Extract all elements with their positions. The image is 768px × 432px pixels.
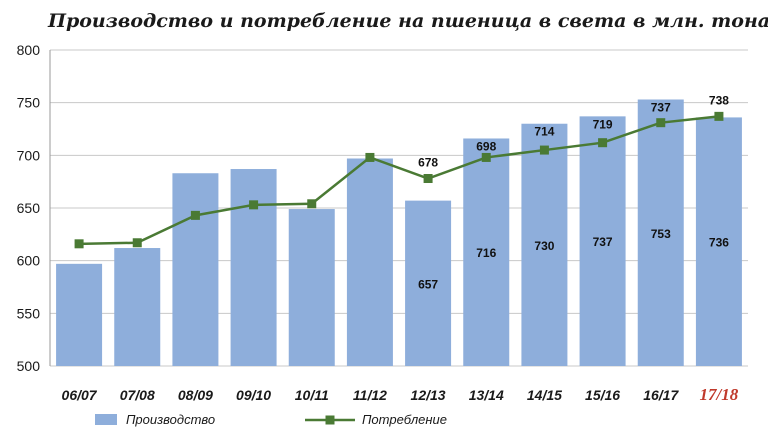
legend-consumption-label: Потребление [362,412,447,427]
production-label: 737 [593,235,613,249]
production-bar [521,123,568,366]
consumption-marker [598,138,608,148]
consumption-label: 714 [534,125,554,139]
bar-labels: 657 716 730 737 753 736 [418,227,729,292]
consumption-label: 738 [709,93,729,107]
consumption-marker [249,200,259,210]
legend-production-swatch [95,414,117,425]
consumption-marker [714,111,724,121]
x-category-label: 16/17 [643,387,679,403]
x-category-label: 08/09 [178,387,213,403]
consumption-marker [656,118,666,128]
consumption-label: 698 [476,139,496,153]
production-bar [172,173,219,366]
bars [56,99,742,367]
x-category-label: 10/11 [295,387,329,403]
production-bar [405,200,452,366]
consumption-label: 719 [593,117,613,131]
y-tick-label: 650 [17,200,41,216]
consumption-marker [423,174,433,184]
legend-production-label: Производство [126,412,215,427]
line-labels: 678 698 714 719 737 738 [418,93,729,169]
legend-consumption-marker [325,415,335,425]
consumption-label: 678 [418,156,438,170]
y-tick-label: 600 [17,253,41,269]
production-bar [637,99,684,367]
production-bar [579,116,626,366]
consumption-polyline [79,115,720,246]
grid [50,49,748,367]
x-category-label: 07/08 [120,387,155,403]
consumption-marker [132,238,142,248]
consumption-marker [539,145,549,155]
consumption-marker [190,210,200,220]
production-label: 657 [418,277,438,291]
x-category-label: 06/07 [62,387,98,403]
legend: Производство Потребление [95,412,447,427]
chart-title: Производство и потребление на пшеница в … [48,10,768,32]
consumption-marker [74,239,84,249]
y-axis: 500 550 600 650 700 750 800 [17,42,51,374]
production-bar [114,248,161,366]
x-category-label: 15/16 [585,387,620,403]
x-axis: 06/07 07/08 08/09 09/10 10/11 11/12 12/13 13/14… [62,385,739,404]
x-category-label: 09/10 [236,387,271,403]
consumption-marker [481,152,491,162]
production-bar [346,158,393,366]
x-category-label: 13/14 [469,387,504,403]
consumption-label: 737 [651,101,671,115]
y-tick-label: 550 [17,305,41,321]
production-bar [463,138,510,366]
y-tick-label: 750 [17,95,41,111]
y-tick-label: 800 [17,42,41,58]
production-bar [56,263,103,366]
y-tick-label: 700 [17,147,41,163]
production-label: 716 [476,246,496,260]
x-category-label: 17/18 [700,385,739,404]
y-tick-label: 500 [17,358,41,374]
production-label: 736 [709,236,729,250]
production-label: 730 [534,239,554,253]
x-category-label: 12/13 [411,387,446,403]
consumption-marker [307,199,317,209]
production-label: 753 [651,227,671,241]
consumption-line [74,111,724,249]
production-bar [695,117,742,366]
production-bar [288,209,335,366]
x-category-label: 14/15 [527,387,562,403]
consumption-marker [365,152,375,162]
x-category-label: 11/12 [353,387,387,403]
production-bar [230,169,277,366]
